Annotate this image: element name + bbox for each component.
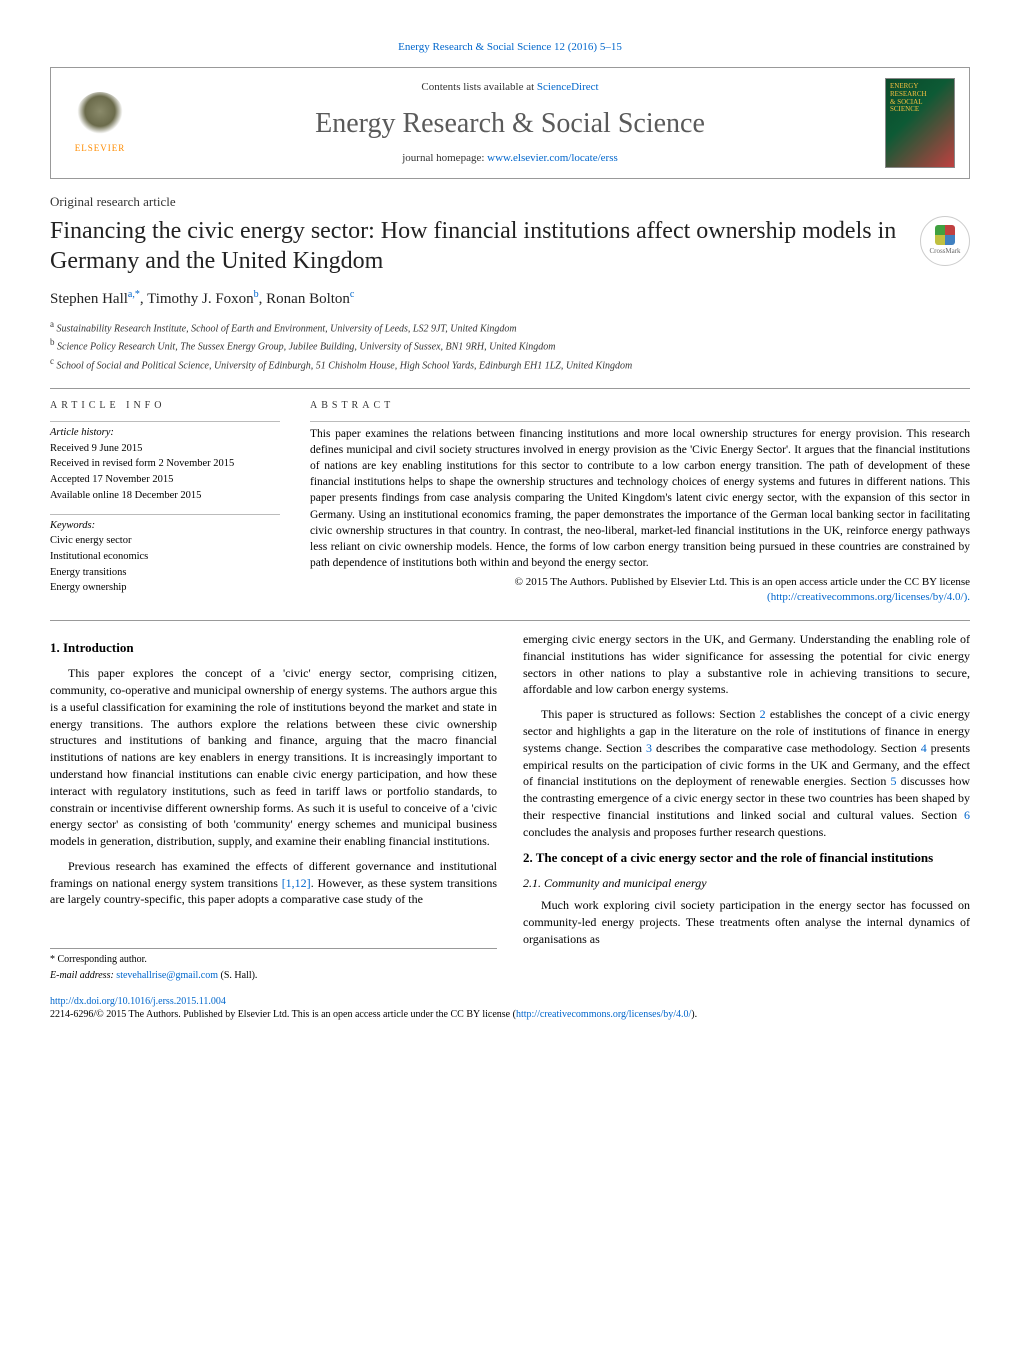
copyright-text: © 2015 The Authors. Published by Elsevie… <box>515 576 970 588</box>
keyword-4: Energy ownership <box>50 581 280 596</box>
history-revised: Received in revised form 2 November 2015 <box>50 457 280 472</box>
email-line: E-mail address: stevehallrise@gmail.com … <box>50 969 497 983</box>
keywords-label: Keywords: <box>50 519 280 534</box>
history-accepted: Accepted 17 November 2015 <box>50 473 280 488</box>
crossmark-badge[interactable]: CrossMark <box>920 216 970 266</box>
history-received: Received 9 June 2015 <box>50 442 280 457</box>
keyword-2: Institutional economics <box>50 550 280 565</box>
article-info-column: ARTICLE INFO Article history: Received 9… <box>50 399 280 606</box>
crossmark-label: CrossMark <box>929 247 960 257</box>
copyright-line: © 2015 The Authors. Published by Elsevie… <box>310 575 970 606</box>
history-online: Available online 18 December 2015 <box>50 489 280 504</box>
abstract-column: ABSTRACT This paper examines the relatio… <box>310 399 970 606</box>
affiliations: a Sustainability Research Institute, Sch… <box>50 318 970 374</box>
journal-homepage-link[interactable]: www.elsevier.com/locate/erss <box>487 152 618 164</box>
journal-reference: Energy Research & Social Science 12 (201… <box>50 40 970 55</box>
contents-available-line: Contents lists available at ScienceDirec… <box>135 80 885 95</box>
section-6-link[interactable]: 6 <box>964 808 970 822</box>
s1-p4-f: concludes the analysis and proposes furt… <box>523 825 826 839</box>
s1-para-1: This paper explores the concept of a 'ci… <box>50 665 497 850</box>
ref-1-12-link[interactable]: [1,12] <box>282 876 311 890</box>
article-title: Financing the civic energy sector: How f… <box>50 216 910 276</box>
affiliation-b: b Science Policy Research Unit, The Suss… <box>50 336 970 355</box>
body-two-column: 1. Introduction This paper explores the … <box>50 631 970 983</box>
elsevier-wordmark: ELSEVIER <box>75 142 126 155</box>
cover-line-4: SCIENCE <box>890 106 950 114</box>
license-link[interactable]: (http://creativecommons.org/licenses/by/… <box>767 591 970 603</box>
affiliation-c: c School of Social and Political Science… <box>50 355 970 374</box>
s1-para-2: Previous research has examined the effec… <box>50 858 497 908</box>
journal-cover-thumbnail: ENERGY RESEARCH & SOCIAL SCIENCE <box>885 78 955 168</box>
corresponding-label: * Corresponding author. <box>50 953 497 967</box>
keyword-3: Energy transitions <box>50 566 280 581</box>
email-label: E-mail address: <box>50 970 116 981</box>
affiliation-a-text: Sustainability Research Institute, Schoo… <box>57 323 517 334</box>
keyword-1: Civic energy sector <box>50 534 280 549</box>
s1-p4-c: describes the comparative case methodolo… <box>652 741 921 755</box>
s1-para-4: This paper is structured as follows: Sec… <box>523 706 970 840</box>
section-1-heading: 1. Introduction <box>50 639 497 657</box>
affiliation-a: a Sustainability Research Institute, Sch… <box>50 318 970 337</box>
s1-p4-a: This paper is structured as follows: Sec… <box>541 707 760 721</box>
article-info-heading: ARTICLE INFO <box>50 399 280 413</box>
affiliation-c-text: School of Social and Political Science, … <box>57 361 633 372</box>
author-email-link[interactable]: stevehallrise@gmail.com <box>116 970 218 981</box>
issn-line-a: 2214-6296/© 2015 The Authors. Published … <box>50 1009 516 1020</box>
rule-bottom <box>50 620 970 621</box>
abstract-text: This paper examines the relations betwee… <box>310 421 970 571</box>
journal-title: Energy Research & Social Science <box>135 104 885 143</box>
elsevier-logo: ELSEVIER <box>65 83 135 163</box>
section-2-heading: 2. The concept of a civic energy sector … <box>523 849 970 867</box>
homepage-prefix: journal homepage: <box>402 152 487 164</box>
section-2-1-heading: 2.1. Community and municipal energy <box>523 875 970 892</box>
article-history-label: Article history: <box>50 426 280 441</box>
crossmark-icon <box>935 225 955 245</box>
page-footer: http://dx.doi.org/10.1016/j.erss.2015.11… <box>50 995 970 1021</box>
s1-para-3-continuation: emerging civic energy sectors in the UK,… <box>523 631 970 698</box>
sciencedirect-link[interactable]: ScienceDirect <box>537 81 599 93</box>
footer-license-link[interactable]: http://creativecommons.org/licenses/by/4… <box>516 1009 691 1020</box>
journal-header: ELSEVIER Contents lists available at Sci… <box>50 67 970 179</box>
affiliation-b-text: Science Policy Research Unit, The Sussex… <box>57 342 556 353</box>
email-suffix: (S. Hall). <box>218 970 257 981</box>
rule-top <box>50 388 970 389</box>
contents-prefix: Contents lists available at <box>421 81 536 93</box>
issn-line-b: ). <box>691 1009 697 1020</box>
abstract-heading: ABSTRACT <box>310 399 970 413</box>
journal-homepage-line: journal homepage: www.elsevier.com/locat… <box>135 151 885 166</box>
elsevier-tree-icon <box>76 92 124 140</box>
s2-1-para-1: Much work exploring civil society partic… <box>523 897 970 947</box>
corresponding-author-footnote: * Corresponding author. E-mail address: … <box>50 948 497 983</box>
authors-line: Stephen Halla,*, Timothy J. Foxonb, Rona… <box>50 288 970 310</box>
doi-link[interactable]: http://dx.doi.org/10.1016/j.erss.2015.11… <box>50 996 226 1007</box>
article-type: Original research article <box>50 193 970 211</box>
